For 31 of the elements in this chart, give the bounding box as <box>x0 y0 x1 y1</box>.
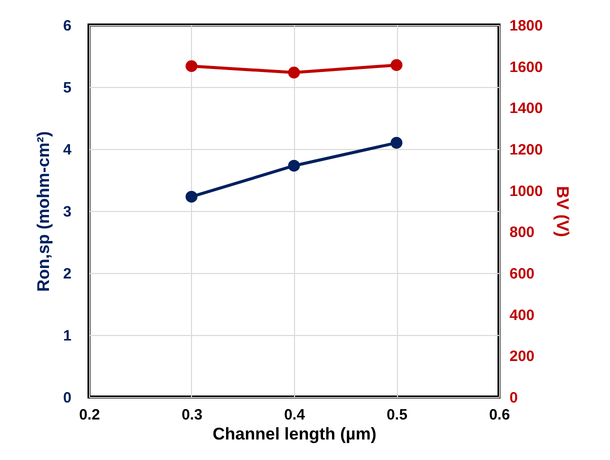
y2-tick-label: 1200 <box>510 142 543 158</box>
y-tick-label: 0 <box>63 390 72 406</box>
y2-tick-label: 0 <box>510 390 518 406</box>
y2-axis-title: BV (V) <box>552 186 572 237</box>
y-tick-label: 5 <box>63 80 72 96</box>
y-tick-label: 6 <box>63 18 72 34</box>
x-tick-label: 0.5 <box>386 406 408 424</box>
point <box>288 160 300 172</box>
y-tick-label: 2 <box>63 266 72 282</box>
y2-tick-label: 1600 <box>510 58 543 76</box>
y-tick-label: 1 <box>63 328 72 344</box>
point <box>186 60 198 72</box>
x-tick-label: 0.4 <box>284 406 306 424</box>
y-axis-title: Ron,sp (mohm-cm²) <box>34 131 54 292</box>
point <box>390 136 402 149</box>
y-tick-label: 4 <box>63 142 72 158</box>
y2-tick-label: 1800 <box>510 18 543 34</box>
y2-tick-label: 800 <box>510 224 535 242</box>
x-tick-label: 0.6 <box>489 406 510 424</box>
y2-tick-label: 200 <box>510 348 535 366</box>
y2-tick-label: 1000 <box>510 182 543 200</box>
point <box>288 66 300 78</box>
y2-tick-label: 600 <box>510 266 535 282</box>
x-axis-title: Channel length (µm) <box>212 424 376 444</box>
x-tick-label: 0.3 <box>182 406 202 424</box>
y2-tick-label: 1400 <box>510 100 543 118</box>
y2-tick-label: 400 <box>510 306 535 324</box>
point <box>390 59 402 71</box>
x-tick-label: 0.2 <box>79 406 100 424</box>
point <box>186 190 198 203</box>
y-tick-label: 3 <box>63 204 72 220</box>
